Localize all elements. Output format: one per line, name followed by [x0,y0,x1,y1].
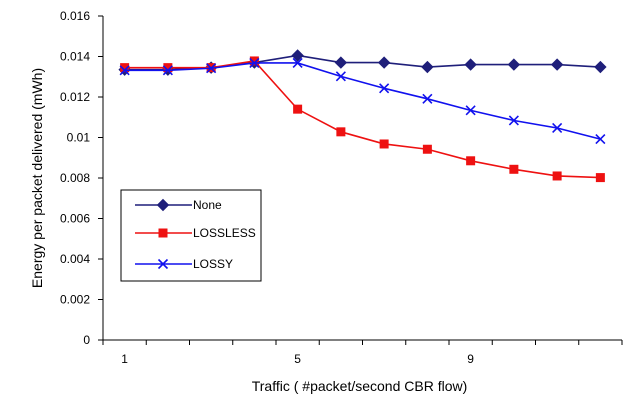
y-axis-ticks: 0 0.002 0.004 0.006 0.008 0.01 0.012 0.014 0.016 [60,9,103,347]
data-point-none [291,49,304,62]
legend-item-lossy: LOSSY [135,257,233,271]
data-point-lossless [509,164,519,174]
x-marker-stroke [508,115,519,126]
x-marker-stroke [552,122,563,134]
legend-label: LOSSY [193,257,233,271]
data-point-lossless [120,63,130,73]
data-point-lossless [163,63,173,73]
data-point-lossless [249,56,259,66]
y-tick-label: 0.012 [60,90,90,104]
x-marker-stroke [206,63,217,74]
x-marker-stroke [422,93,433,104]
x-marker-stroke [335,71,346,82]
data-point-none [594,60,607,74]
series-lossless [120,56,605,183]
data-point-lossless [552,171,562,181]
y-tick-label: 0.004 [60,252,90,266]
series-lossy [119,57,606,145]
data-point-lossy [292,57,303,69]
legend: None LOSSLESS LOSSY [120,189,262,282]
series-line-lossless [124,60,601,179]
series-none [118,49,607,76]
legend-item-none: None [135,198,222,212]
data-point-none [464,58,477,71]
data-point-lossless [379,139,389,149]
y-tick-label: 0 [83,333,90,347]
y-tick-label: 0.01 [67,131,91,145]
data-point-lossless [595,173,605,183]
data-point-lossy [119,65,130,76]
data-point-lossless [466,156,476,166]
x-tick-label: 1 [121,352,128,366]
data-point-none [421,60,434,74]
series-layer [118,49,607,183]
x-marker-stroke [119,65,130,76]
x-marker-stroke [465,105,476,116]
x-marker-stroke [162,65,173,76]
legend-label: LOSSLESS [193,226,256,240]
data-point-lossy [206,63,217,74]
x-marker-stroke [379,83,390,94]
data-point-lossy [379,83,390,94]
x-marker-stroke [595,134,606,145]
x-marker-stroke [292,57,303,69]
data-point-lossy [162,65,173,76]
series-line-lossy [124,62,601,140]
data-point-lossy [465,105,476,116]
data-point-lossless [422,144,432,154]
legend-marker [156,198,170,212]
data-point-lossy [552,122,563,134]
y-tick-label: 0.016 [60,9,90,23]
data-point-lossless [293,104,303,114]
data-point-none [507,58,521,71]
data-point-none [550,58,564,71]
y-tick-label: 0.002 [60,293,90,307]
data-point-none [377,56,391,69]
data-point-lossless [336,127,346,137]
legend-label: None [193,198,222,212]
x-tick-label: 9 [467,352,474,366]
data-point-lossy [595,134,606,145]
x-axis-ticks: 1 5 9 [102,340,623,366]
data-point-lossy [335,71,346,82]
y-tick-label: 0.014 [60,50,90,64]
y-axis-label: Energy per packet delivered (mWh) [29,68,45,288]
data-point-lossy [508,115,519,126]
data-point-lossy [249,57,260,69]
legend-item-lossless: LOSSLESS [135,226,256,240]
x-axis-label: Traffic ( #packet/second CBR flow) [252,378,468,394]
data-point-lossy [422,93,433,104]
data-point-none [334,56,348,69]
x-marker-stroke [157,258,169,270]
legend-marker [157,258,169,270]
x-marker-stroke [249,57,260,69]
y-tick-label: 0.008 [60,171,90,185]
y-tick-label: 0.006 [60,212,90,226]
legend-marker [158,228,168,238]
x-tick-label: 5 [294,352,301,366]
